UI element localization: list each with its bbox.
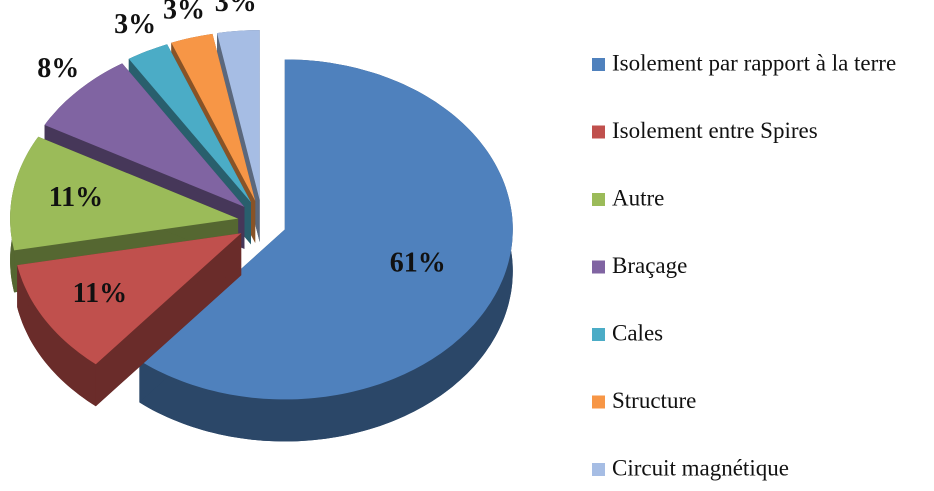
- legend-label: Isolement par rapport à la terre: [612, 50, 896, 75]
- slice: [128, 44, 251, 203]
- legend-label: Isolement entre Spires: [612, 118, 818, 143]
- data-label: 11%: [49, 182, 103, 213]
- data-label: 8%: [37, 53, 79, 84]
- legend: Isolement par rapport à la terre Isolemen…: [592, 50, 896, 480]
- legend-label: Autre: [612, 185, 664, 210]
- data-label: 3%: [114, 9, 156, 40]
- legend-label: Circuit magnétique: [612, 455, 789, 480]
- legend-swatch: [592, 125, 605, 139]
- legend-swatch: [592, 193, 605, 206]
- legend-swatch: [592, 463, 605, 476]
- legend-swatch: [592, 260, 605, 274]
- slice: [217, 30, 260, 201]
- pie: 61% 11% 11% 8% 3% 3% 3%: [10, 0, 513, 442]
- slice-side: [139, 59, 513, 442]
- data-label: 3%: [163, 0, 205, 25]
- slice: [10, 136, 239, 251]
- slice: [44, 63, 245, 207]
- slice: [139, 59, 513, 400]
- legend-label: Braçage: [612, 253, 687, 278]
- legend-swatch: [592, 395, 605, 409]
- slice: [171, 33, 256, 201]
- legend-label: Cales: [612, 320, 663, 345]
- data-label: 11%: [73, 278, 127, 309]
- data-label: 61%: [390, 248, 446, 279]
- legend-label: Structure: [612, 388, 696, 413]
- legend-swatch: [592, 58, 605, 71]
- slice-side: [17, 265, 96, 407]
- data-label: 3%: [215, 0, 257, 18]
- slice: [17, 233, 242, 365]
- legend-swatch: [592, 328, 605, 341]
